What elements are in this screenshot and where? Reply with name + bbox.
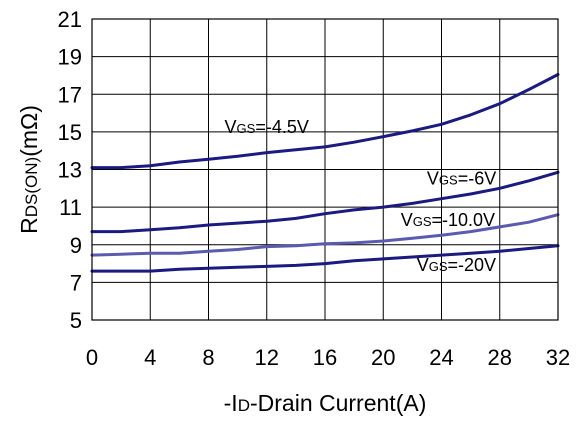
y-axis-title-subscript: DS(ON) (22, 157, 41, 217)
x-tick-label: 16 (313, 345, 337, 370)
series-label-suffix: =-6V (458, 169, 497, 189)
y-tick-label: 11 (59, 195, 82, 220)
series-label-subscript: GS (429, 259, 448, 274)
series-label-suffix: =-4.5V (255, 117, 309, 137)
series-label-suffix: =-10.0V (432, 210, 496, 230)
series-label-subscript: GS (237, 121, 256, 136)
y-axis-title-unit: (mΩ) (16, 105, 42, 157)
y-tick-label: 7 (70, 270, 82, 295)
y-axis-title-main: R (16, 217, 42, 234)
series-label-main: V (427, 169, 439, 189)
y-tick-label: 15 (58, 120, 82, 145)
x-tick-label: 28 (488, 345, 512, 370)
x-tick-label: 24 (429, 345, 453, 370)
x-tick-label: 20 (371, 345, 395, 370)
y-tick-label: 19 (58, 45, 82, 70)
y-tick-label: 13 (58, 158, 82, 183)
x-axis-title-subscript: D (238, 396, 250, 415)
series-label-suffix: =-20V (448, 255, 497, 275)
series-line-3 (90, 244, 560, 273)
x-axis-title-prefix: -I (224, 390, 238, 416)
series-label-main: V (401, 210, 413, 230)
series-label-vgs-6v: VGS=-6V (427, 169, 496, 189)
y-tick-label: 5 (70, 308, 82, 333)
series-lines (90, 73, 560, 273)
series-label-main: V (417, 255, 429, 275)
plot-area-frame (91, 18, 559, 321)
series-line-0 (90, 73, 560, 170)
series-labels: VGS=-4.5V VGS=-6V VGS=-10.0V VGS=-20V (225, 117, 497, 275)
series-line-2 (90, 213, 560, 257)
series-label-subscript: GS (413, 214, 432, 229)
series-label-vgs-4-5v: VGS=-4.5V (225, 117, 309, 137)
x-axis-title: -ID-Drain Current(A) (224, 390, 427, 416)
x-axis-title-suffix: -Drain Current(A) (250, 390, 426, 416)
y-axis-tick-labels: 5 7 9 11 13 15 17 19 21 (58, 7, 82, 333)
x-tick-label: 4 (144, 345, 156, 370)
series-line-1 (90, 170, 560, 234)
y-axis-title: RDS(ON)(mΩ) (16, 105, 42, 234)
x-axis-tick-labels: 0 4 8 12 16 20 24 28 32 (86, 345, 570, 370)
x-tick-label: 0 (86, 345, 98, 370)
y-tick-label: 17 (58, 82, 82, 107)
y-tick-label: 21 (58, 7, 82, 32)
x-tick-label: 32 (546, 345, 570, 370)
series-label-subscript: GS (439, 173, 458, 188)
series-label-vgs-20v: VGS=-20V (417, 255, 496, 275)
y-tick-label: 9 (70, 233, 82, 258)
series-label-main: V (225, 117, 237, 137)
x-tick-label: 8 (202, 345, 214, 370)
series-label-vgs-10v: VGS=-10.0V (401, 210, 495, 230)
x-tick-label: 12 (255, 345, 279, 370)
